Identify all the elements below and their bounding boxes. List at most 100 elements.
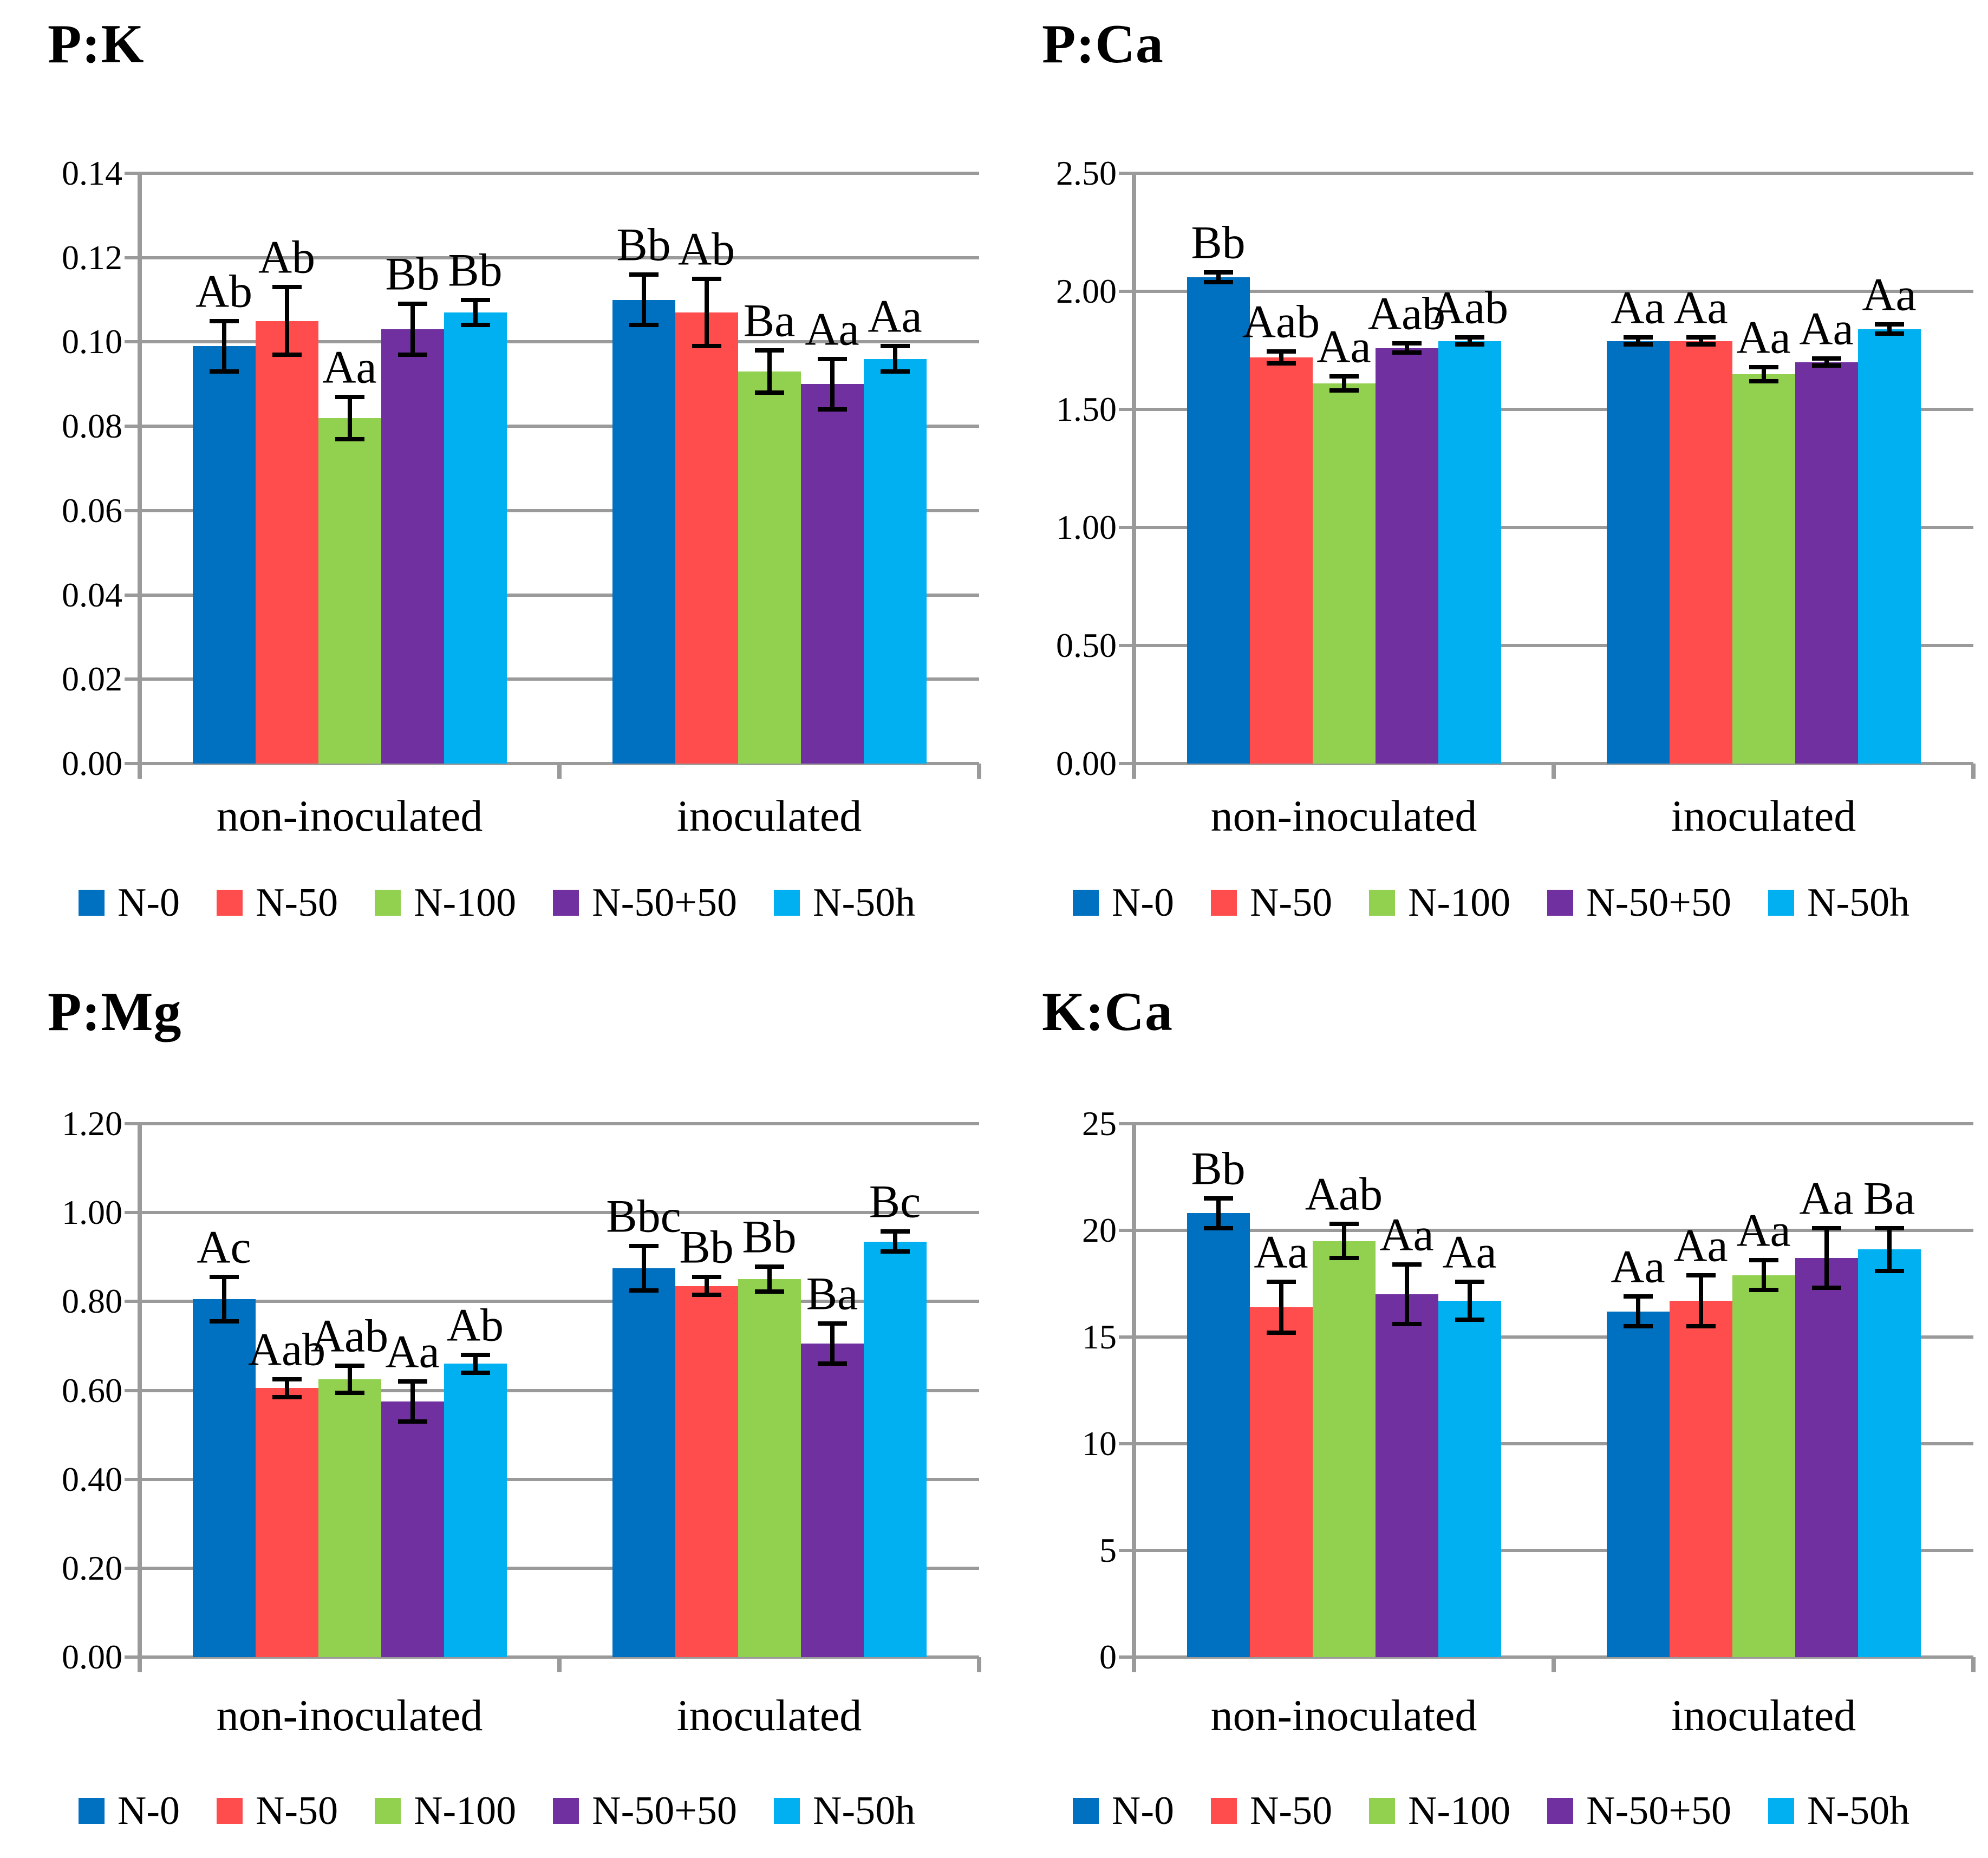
y-tick-label: 0 bbox=[1099, 1638, 1117, 1676]
bar-N-0-inoculated bbox=[1606, 341, 1670, 764]
gridline bbox=[140, 340, 979, 344]
legend-item-N-100: N-100 bbox=[375, 1791, 516, 1831]
legend-label: N-0 bbox=[117, 881, 180, 925]
error-bar-cap-bottom bbox=[692, 344, 721, 349]
legend-label: N-50 bbox=[255, 881, 338, 925]
gridline bbox=[1134, 1549, 1973, 1552]
error-bar bbox=[641, 274, 646, 325]
gridline bbox=[140, 508, 979, 512]
gridline bbox=[140, 1122, 979, 1125]
significance-label: Aa bbox=[385, 1325, 440, 1378]
category-axis-labels: non-inoculated inoculated bbox=[140, 791, 979, 840]
error-bar bbox=[1761, 367, 1766, 381]
error-bar-cap-bottom bbox=[1811, 363, 1841, 368]
significance-label: Ab bbox=[446, 1299, 504, 1351]
legend-item-N-100: N-100 bbox=[1369, 883, 1510, 923]
significance-label: Bb bbox=[385, 247, 440, 300]
bar-N-50+50-non-inoculated bbox=[1375, 1294, 1438, 1657]
x-tick-mark bbox=[1132, 1657, 1136, 1672]
error-bar bbox=[641, 1246, 646, 1290]
y-tick-label: 0.00 bbox=[1056, 744, 1117, 783]
significance-label: Aa bbox=[322, 340, 377, 393]
error-bar-cap-bottom bbox=[1329, 1256, 1359, 1261]
error-bar-cap-top bbox=[692, 1275, 721, 1280]
error-bar-cap-top bbox=[1686, 1273, 1716, 1277]
error-bar-cap-bottom bbox=[272, 352, 302, 357]
y-axis-line bbox=[138, 173, 142, 779]
gridline bbox=[140, 256, 979, 259]
chart-panel-p-mg: P:Mg Ac Bbc Aab Bb Aab Bb Aa Ba Ab Bc non-inocula… bbox=[0, 929, 994, 1857]
error-bar-cap-top bbox=[1749, 364, 1778, 369]
error-bar bbox=[221, 321, 226, 371]
error-bar-cap-top bbox=[1203, 1196, 1233, 1201]
significance-label: Ab bbox=[258, 231, 316, 283]
legend: N-0 N-50 N-100 N-50+50 N-50h bbox=[1000, 883, 1983, 923]
error-bar-cap-bottom bbox=[1623, 342, 1653, 347]
gridline bbox=[1134, 172, 1973, 175]
plot-area: Ab Bb Ab Ab Aa Ba Bb Aa Bb Aa bbox=[140, 172, 979, 765]
error-bar-cap-bottom bbox=[460, 1370, 490, 1375]
chart-title: K:Ca bbox=[1042, 981, 1173, 1042]
bar-N-0-non-inoculated bbox=[192, 346, 256, 764]
legend-swatch bbox=[1768, 1798, 1794, 1824]
y-tick-label: 0.14 bbox=[62, 154, 122, 192]
error-bar-cap-top bbox=[1392, 341, 1422, 345]
legend-label: N-50 bbox=[1249, 881, 1333, 925]
legend-label: N-50h bbox=[813, 881, 916, 925]
bar-N-100-non-inoculated bbox=[318, 418, 381, 764]
error-bar-cap-bottom bbox=[335, 436, 364, 441]
bar-N-50-inoculated bbox=[675, 1286, 738, 1657]
error-bar-cap-top bbox=[1686, 335, 1716, 340]
y-tick-mark bbox=[125, 508, 140, 512]
y-tick-label: 10 bbox=[1082, 1424, 1117, 1463]
legend-swatch bbox=[1072, 890, 1099, 916]
error-bar bbox=[830, 1324, 835, 1364]
x-tick-mark bbox=[1971, 1657, 1976, 1672]
x-tick-mark bbox=[138, 1657, 142, 1672]
x-tick-mark bbox=[977, 764, 981, 779]
legend-item-N-50+50: N-50+50 bbox=[553, 1791, 737, 1831]
significance-label: Aa bbox=[1736, 1204, 1791, 1256]
y-tick-mark bbox=[125, 1388, 140, 1392]
significance-label: Aa bbox=[1799, 1172, 1854, 1224]
error-bar-cap-bottom bbox=[1329, 388, 1359, 393]
error-bar bbox=[1887, 324, 1892, 334]
legend-label: N-100 bbox=[1408, 881, 1511, 925]
bar-N-50-inoculated bbox=[675, 312, 738, 764]
error-bar-cap-bottom bbox=[397, 1419, 427, 1424]
significance-label: Bb bbox=[1191, 216, 1246, 269]
error-bar-cap-bottom bbox=[1874, 1268, 1904, 1273]
bar-N-50h-inoculated bbox=[863, 1241, 927, 1657]
error-bar-cap-bottom bbox=[629, 323, 659, 328]
y-axis-line bbox=[1132, 173, 1136, 779]
error-bar-cap-bottom bbox=[817, 407, 847, 412]
y-tick-mark bbox=[1119, 526, 1134, 529]
significance-label: Ab bbox=[195, 264, 253, 317]
category-label-non-inoculated: non-inoculated bbox=[216, 1691, 483, 1740]
significance-label: Ac bbox=[197, 1221, 251, 1273]
legend-swatch bbox=[1210, 890, 1237, 916]
bar-N-50-inoculated bbox=[1669, 1301, 1732, 1657]
significance-label: Aab bbox=[247, 1323, 326, 1375]
bar-N-50+50-non-inoculated bbox=[381, 1401, 444, 1657]
error-bar-cap-bottom bbox=[692, 1293, 721, 1298]
legend-label: N-100 bbox=[414, 1789, 517, 1833]
y-axis-line bbox=[138, 1124, 142, 1672]
y-tick-mark bbox=[1119, 644, 1134, 647]
category-label-inoculated: inoculated bbox=[1671, 1691, 1856, 1740]
bar-N-0-non-inoculated bbox=[192, 1299, 256, 1657]
legend-swatch bbox=[774, 1798, 800, 1824]
bar-N-0-non-inoculated bbox=[1187, 277, 1250, 764]
error-bar-cap-top bbox=[1811, 1226, 1841, 1231]
error-bar-cap-top bbox=[880, 1229, 910, 1234]
significance-label: Aab bbox=[1242, 295, 1320, 348]
gridline bbox=[1134, 408, 1973, 411]
y-tick-mark bbox=[125, 677, 140, 681]
gridline bbox=[140, 677, 979, 681]
error-bar-cap-top bbox=[880, 344, 910, 349]
error-bar-cap-top bbox=[1623, 1294, 1653, 1299]
error-bar bbox=[1467, 337, 1472, 345]
error-bar-cap-bottom bbox=[1203, 279, 1233, 284]
category-axis-labels: non-inoculated inoculated bbox=[1134, 791, 1973, 840]
error-bar-cap-bottom bbox=[754, 1289, 784, 1294]
